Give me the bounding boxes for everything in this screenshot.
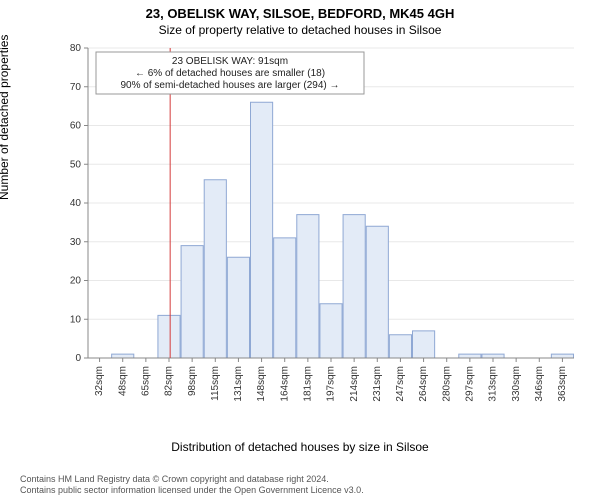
footer-attribution: Contains HM Land Registry data © Crown c…	[20, 474, 580, 497]
svg-text:247sqm: 247sqm	[395, 366, 406, 402]
svg-text:313sqm: 313sqm	[488, 366, 499, 402]
svg-text:20: 20	[70, 276, 82, 287]
svg-text:30: 30	[70, 237, 82, 248]
svg-text:297sqm: 297sqm	[464, 366, 475, 402]
svg-text:98sqm: 98sqm	[187, 366, 198, 396]
svg-text:181sqm: 181sqm	[302, 366, 313, 402]
chart-title: 23, OBELISK WAY, SILSOE, BEDFORD, MK45 4…	[0, 0, 600, 21]
svg-text:80: 80	[70, 44, 82, 54]
svg-text:40: 40	[70, 198, 82, 209]
svg-text:65sqm: 65sqm	[140, 366, 151, 396]
svg-text:← 6% of detached houses are sm: ← 6% of detached houses are smaller (18)	[135, 68, 325, 79]
svg-text:330sqm: 330sqm	[511, 366, 522, 402]
svg-text:346sqm: 346sqm	[534, 366, 545, 402]
plot-area: 0 10 20 30 40 50 60 70 80 32sqm 48sqm 65sqm 82sqm 98s…	[60, 44, 580, 406]
chart-container: 23, OBELISK WAY, SILSOE, BEDFORD, MK45 4…	[0, 0, 600, 500]
chart-subtitle: Size of property relative to detached ho…	[0, 21, 600, 37]
svg-text:50: 50	[70, 159, 82, 170]
svg-text:164sqm: 164sqm	[279, 366, 290, 402]
svg-text:264sqm: 264sqm	[418, 366, 429, 402]
svg-text:90% of semi-detached houses ar: 90% of semi-detached houses are larger (…	[120, 80, 339, 91]
footer-line-1: Contains HM Land Registry data © Crown c…	[20, 474, 580, 485]
svg-text:197sqm: 197sqm	[326, 366, 337, 402]
x-axis-label: Distribution of detached houses by size …	[0, 440, 600, 454]
svg-text:131sqm: 131sqm	[233, 366, 244, 402]
svg-text:115sqm: 115sqm	[210, 366, 221, 401]
svg-text:10: 10	[70, 314, 82, 325]
svg-text:280sqm: 280sqm	[441, 366, 452, 402]
footer-line-2: Contains public sector information licen…	[20, 485, 580, 496]
svg-text:48sqm: 48sqm	[117, 366, 128, 396]
svg-text:148sqm: 148sqm	[256, 366, 267, 402]
svg-text:231sqm: 231sqm	[372, 366, 383, 402]
svg-text:214sqm: 214sqm	[349, 366, 360, 402]
svg-text:32sqm: 32sqm	[94, 366, 105, 396]
svg-text:60: 60	[70, 121, 82, 132]
svg-text:0: 0	[75, 353, 81, 364]
chart-svg: 0 10 20 30 40 50 60 70 80 32sqm 48sqm 65sqm 82sqm 98s…	[60, 44, 580, 406]
svg-text:82sqm: 82sqm	[164, 366, 175, 396]
svg-text:23 OBELISK WAY: 91sqm: 23 OBELISK WAY: 91sqm	[172, 56, 288, 67]
y-axis-label: Number of detached properties	[0, 35, 11, 200]
svg-text:70: 70	[70, 82, 82, 93]
svg-text:363sqm: 363sqm	[557, 366, 568, 402]
